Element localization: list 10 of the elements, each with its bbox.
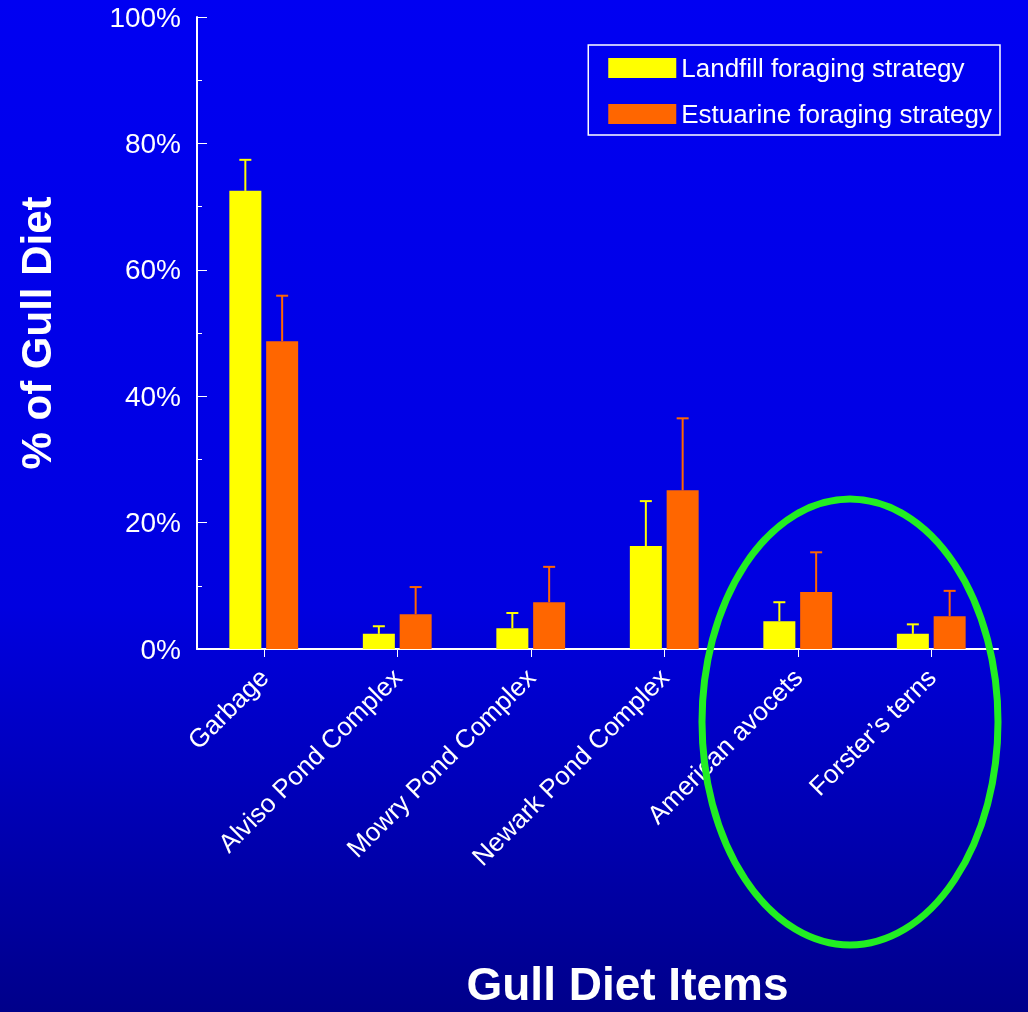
legend-label: Landfill foraging strategy [681, 53, 965, 83]
y-tick-label: 100% [109, 1, 181, 33]
x-axis-title: Gull Diet Items [466, 958, 789, 1010]
y-tick-label: 0% [140, 633, 181, 665]
y-tick-label: 20% [124, 507, 181, 539]
y-tick-label: 80% [124, 127, 181, 159]
y-tick-label: 60% [124, 254, 181, 286]
y-tick-label: 40% [124, 380, 181, 412]
y-axis-title: % of Gull Diet [12, 196, 60, 470]
legend-label: Estuarine foraging strategy [681, 99, 992, 129]
